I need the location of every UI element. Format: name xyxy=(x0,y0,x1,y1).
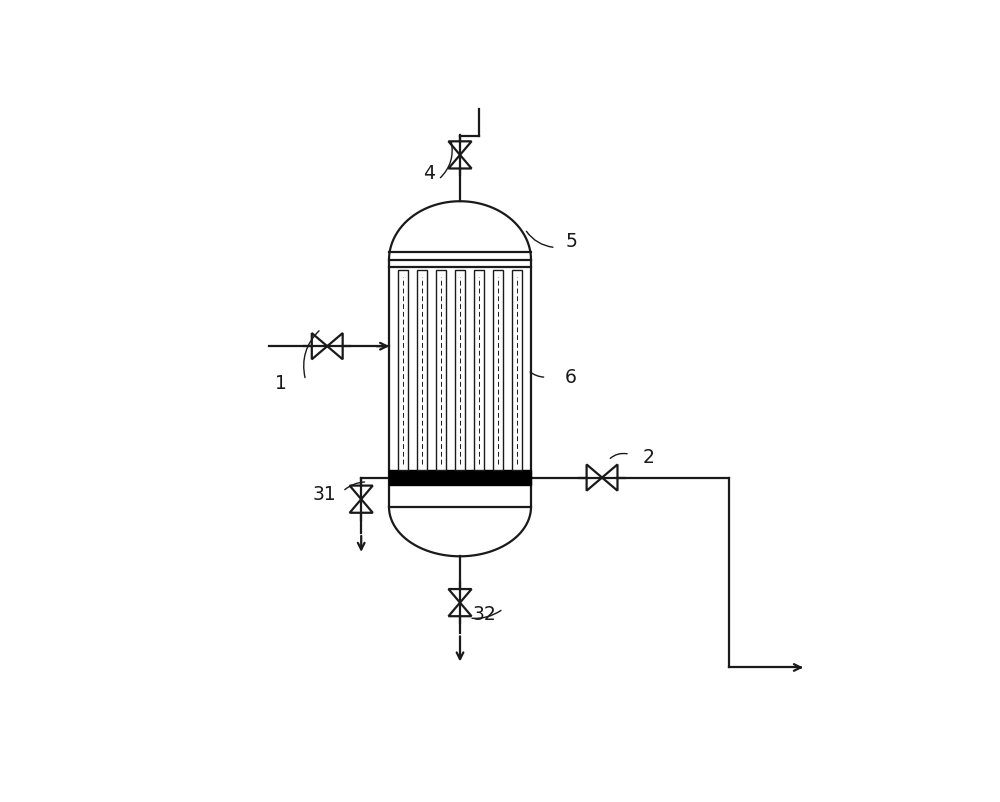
Text: 2: 2 xyxy=(642,448,654,467)
Text: 1: 1 xyxy=(275,374,287,393)
Bar xyxy=(455,270,465,470)
Bar xyxy=(389,470,531,485)
Bar xyxy=(389,260,531,507)
Text: 31: 31 xyxy=(312,485,336,504)
Bar xyxy=(398,270,408,470)
Text: 32: 32 xyxy=(473,606,497,625)
Text: 6: 6 xyxy=(565,368,577,387)
Text: 4: 4 xyxy=(423,164,435,183)
Bar xyxy=(493,270,503,470)
Bar xyxy=(512,270,522,470)
Bar xyxy=(436,270,446,470)
Bar xyxy=(417,270,427,470)
Bar xyxy=(474,270,484,470)
Text: 5: 5 xyxy=(565,232,577,251)
